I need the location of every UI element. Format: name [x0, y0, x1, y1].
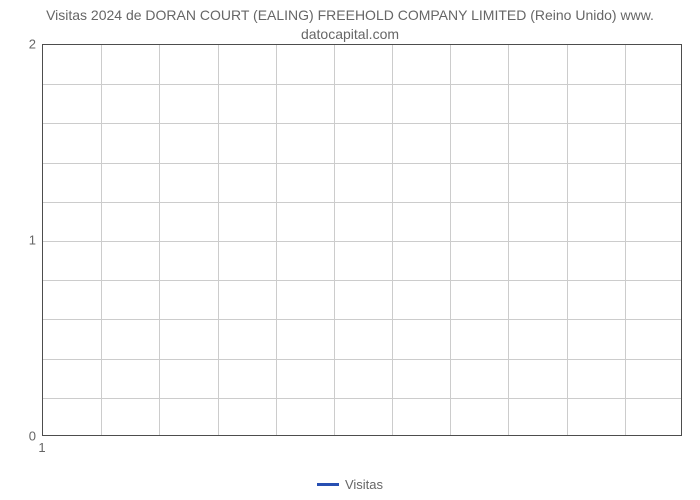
gridline-horizontal: [43, 359, 681, 360]
chart-title-line2: datocapital.com: [301, 26, 399, 42]
legend-swatch: [317, 483, 339, 486]
chart-title: Visitas 2024 de DORAN COURT (EALING) FRE…: [0, 6, 700, 44]
gridline-vertical: [450, 45, 451, 435]
gridline-vertical: [392, 45, 393, 435]
y-tick-label: 0: [8, 429, 36, 444]
x-tick-label: 1: [38, 440, 45, 455]
chart-title-line1: Visitas 2024 de DORAN COURT (EALING) FRE…: [46, 7, 654, 23]
gridline-horizontal: [43, 123, 681, 124]
gridline-vertical: [101, 45, 102, 435]
gridline-vertical: [625, 45, 626, 435]
plot-area: [42, 44, 682, 436]
gridline-horizontal: [43, 398, 681, 399]
gridline-vertical: [567, 45, 568, 435]
chart-container: Visitas 2024 de DORAN COURT (EALING) FRE…: [0, 0, 700, 500]
gridline-horizontal: [43, 319, 681, 320]
gridline-vertical: [218, 45, 219, 435]
gridline-vertical: [159, 45, 160, 435]
gridline-horizontal: [43, 84, 681, 85]
legend: Visitas: [0, 476, 700, 492]
gridline-horizontal: [43, 202, 681, 203]
gridline-vertical: [334, 45, 335, 435]
y-tick-label: 1: [8, 233, 36, 248]
gridline-vertical: [276, 45, 277, 435]
gridline-horizontal: [43, 241, 681, 242]
y-tick-label: 2: [8, 37, 36, 52]
gridline-horizontal: [43, 280, 681, 281]
gridline-vertical: [508, 45, 509, 435]
legend-label: Visitas: [345, 477, 383, 492]
gridline-horizontal: [43, 163, 681, 164]
